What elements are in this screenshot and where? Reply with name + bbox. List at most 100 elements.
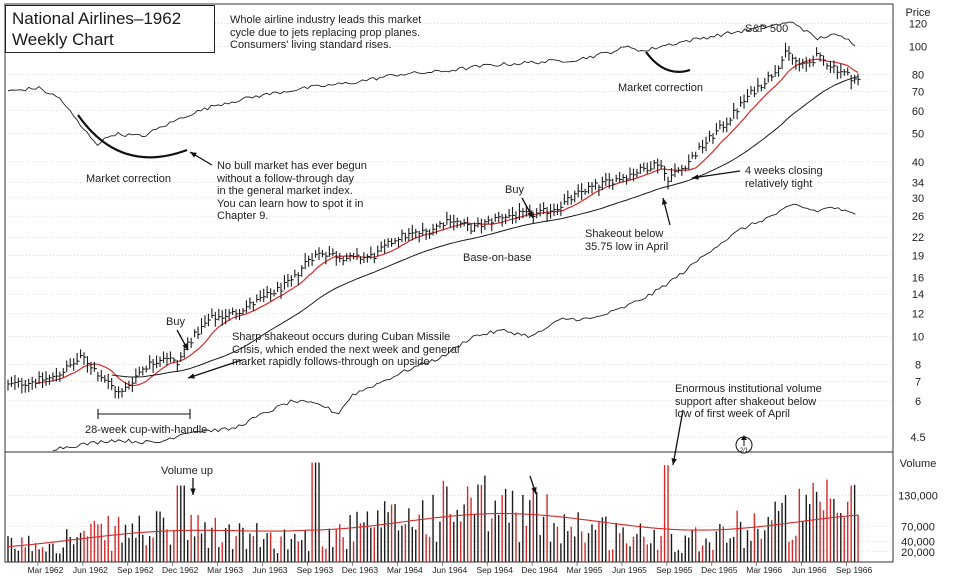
price-bar: [442, 222, 446, 231]
cup-with-handle-label: 28-week cup-with-handle: [85, 424, 208, 436]
price-bar: [736, 108, 740, 120]
time-tick-label: Jun 1962: [73, 565, 108, 575]
price-bar: [86, 356, 90, 373]
price-bar: [494, 213, 498, 222]
price-bar: [439, 220, 443, 229]
price-bar: [235, 309, 239, 320]
price-bar: [498, 211, 502, 223]
price-bar: [145, 365, 149, 373]
price-bar: [729, 117, 733, 126]
price-bar: [294, 269, 298, 278]
price-bar: [111, 377, 115, 391]
price-bar: [467, 216, 471, 232]
price-bar: [332, 248, 336, 256]
price-bar: [560, 201, 564, 216]
shakeout-note: Shakeout below 35.75 low in April: [585, 228, 669, 253]
buy-label-1: Buy: [166, 316, 185, 328]
volume-axis-label: Volume: [900, 458, 937, 470]
time-tick-label: Dec 1965: [701, 565, 738, 575]
price-bar: [822, 55, 827, 66]
price-bar: [90, 361, 94, 375]
price-bar: [591, 182, 595, 194]
time-tick-label: Jun 1964: [432, 565, 467, 575]
time-tick-label: Mar 1963: [207, 565, 243, 575]
institutional-volume-arrow: [671, 409, 684, 466]
chart-frame: [4, 3, 894, 563]
price-bar: [394, 237, 398, 245]
price-bar: [619, 171, 623, 183]
price-bar: [14, 374, 18, 390]
volume-bars: [7, 462, 859, 562]
price-bar: [66, 360, 70, 373]
price-bar: [404, 232, 408, 242]
price-bar: [204, 315, 208, 328]
price-bar: [791, 54, 795, 65]
price-bar: [836, 65, 840, 80]
price-tick-label: 14: [912, 289, 924, 301]
price-bar: [674, 163, 678, 178]
price-bar: [242, 308, 246, 315]
price-bar: [543, 202, 547, 215]
price-bar: [788, 45, 792, 61]
price-bar: [35, 378, 39, 389]
price-bar: [643, 162, 647, 172]
time-tick-label: Sep 1966: [836, 565, 873, 575]
price-bar: [38, 371, 42, 385]
price-tick-label: 80: [912, 70, 924, 82]
split-marker-text: 2/1: [740, 448, 749, 454]
price-bar: [840, 63, 844, 79]
price-bar: [477, 217, 481, 228]
volume-panel-frame: [4, 451, 894, 563]
price-bar: [781, 56, 785, 70]
market-correction-left-label: Market correction: [86, 173, 171, 185]
price-bar: [539, 203, 543, 217]
price-bar: [211, 308, 215, 319]
time-tick-label: Mar 1966: [746, 565, 782, 575]
price-bar: [429, 229, 433, 240]
price-bar: [632, 168, 636, 182]
price-bar: [746, 88, 750, 103]
price-bar: [764, 78, 768, 89]
price-bar: [757, 77, 761, 93]
price-bar: [107, 373, 111, 390]
volume-tick-label: 40,000: [901, 537, 935, 549]
price-bar: [556, 203, 560, 215]
price-bar: [325, 251, 329, 265]
price-bar: [187, 337, 191, 351]
time-tick-label: Dec 1963: [342, 565, 379, 575]
moving-averages: [35, 58, 859, 387]
price-bar: [55, 367, 59, 382]
price-bar: [52, 372, 56, 382]
price-bar: [7, 379, 11, 391]
price-bar: [574, 190, 578, 203]
price-bar: [80, 349, 84, 359]
price-tick-label: 22: [912, 232, 924, 244]
price-bar: [587, 182, 592, 194]
price-bar: [408, 227, 412, 241]
price-bar: [104, 375, 108, 383]
price-bar: [432, 223, 436, 236]
price-bar: [207, 313, 211, 327]
price-bar: [816, 47, 820, 57]
price-bar: [522, 208, 526, 219]
price-bar: [664, 165, 668, 181]
cup-with-handle-bracket: [97, 409, 191, 419]
price-bar: [833, 60, 837, 74]
price-bar: [425, 228, 429, 240]
price-bar: [346, 253, 350, 262]
price-bar: [249, 297, 253, 310]
price-bar: [460, 220, 464, 228]
time-tick-label: Jun 1965: [612, 565, 647, 575]
price-tick-label: 34: [912, 177, 924, 189]
price-bar: [166, 352, 170, 366]
price-bar: [698, 142, 702, 150]
price-bar: [118, 386, 122, 399]
price-bar: [339, 252, 343, 263]
volume-tick-label: 70,000: [901, 521, 935, 533]
price-bar: [653, 159, 657, 170]
price-bar: [176, 359, 180, 372]
sp500-label: S&P 500: [745, 23, 789, 35]
price-bar: [601, 176, 605, 191]
price-bar: [508, 208, 512, 219]
price-bar: [270, 288, 274, 301]
